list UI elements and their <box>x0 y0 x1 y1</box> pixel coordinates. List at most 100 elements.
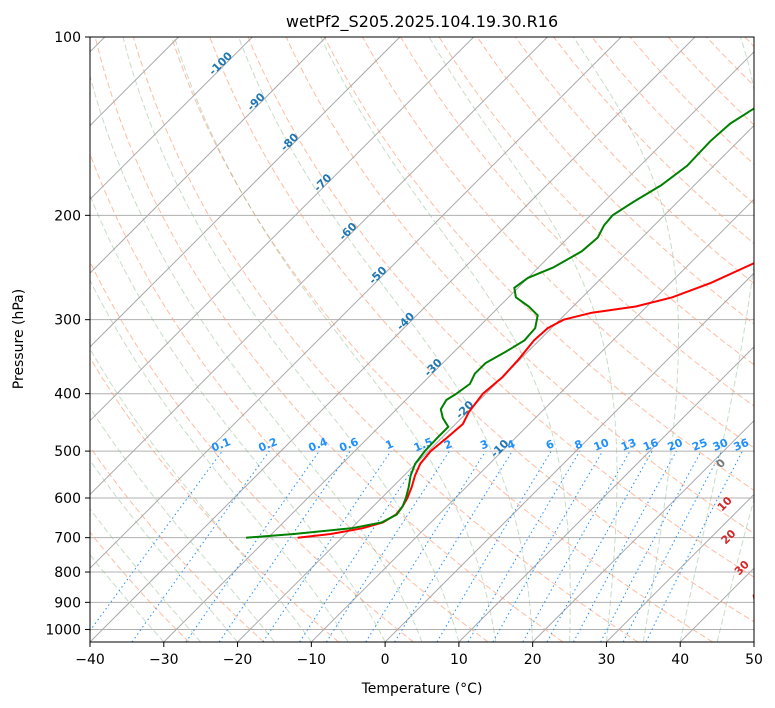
y-axis-ticks: 1000 900 800 700 600 500 400 300 200 100 <box>45 30 90 638</box>
theta-label: 20 <box>719 527 739 547</box>
y-tick-label: 500 <box>54 444 81 460</box>
dry-adiabat <box>706 37 754 87</box>
isotherm-line <box>90 37 548 496</box>
mixing-ratio-label: 1 <box>384 437 396 452</box>
x-tick-label: −20 <box>223 652 253 668</box>
mixing-ratio-line <box>131 450 270 642</box>
isotherm-label: -60 <box>336 220 359 243</box>
mixing-ratio-line <box>522 450 631 642</box>
isotherm-line <box>237 124 754 642</box>
isotherm-line <box>90 37 327 274</box>
mixing-ratio-label: 16 <box>641 436 660 454</box>
mixing-ratio-label: 20 <box>666 436 685 454</box>
isotherm-line <box>384 272 754 642</box>
isotherm-line <box>163 51 754 642</box>
mixing-ratio-line <box>185 450 320 642</box>
dry-adiabat <box>247 37 754 578</box>
x-tick-label: 30 <box>598 652 616 668</box>
isotherm-line <box>90 37 475 422</box>
mixing-ratio-line <box>299 450 426 642</box>
theta-label: 30 <box>732 558 752 578</box>
mixing-ratio-label: 0.4 <box>307 435 330 454</box>
mixing-ratio-label: 0.2 <box>256 435 279 454</box>
isotherm-line <box>532 419 754 642</box>
mixing-ratio-line <box>436 450 552 642</box>
moist-adiabat <box>90 347 312 642</box>
dry-adiabat <box>323 37 754 491</box>
theta-labels: 0 10 20 30 40 <box>714 456 769 605</box>
y-tick-label: 800 <box>54 565 81 581</box>
isotherm-line <box>90 37 401 348</box>
dry-adiabat <box>629 37 754 165</box>
dry-adiabat <box>553 37 754 245</box>
x-tick-label: −10 <box>297 652 327 668</box>
x-axis-ticks: −40 −30 −20 −10 0 10 20 30 40 50 <box>75 642 763 668</box>
theta-label: 40 <box>749 585 769 605</box>
isotherm-line <box>90 37 253 201</box>
isotherms <box>90 37 754 642</box>
dry-adiabat <box>285 37 754 534</box>
x-tick-label: 50 <box>745 652 763 668</box>
mixing-ratio-line <box>365 450 487 642</box>
dry-adiabat <box>90 531 190 642</box>
isotherm-line <box>90 37 696 642</box>
dry-adiabat <box>132 37 639 642</box>
isotherm-line <box>606 493 754 642</box>
mixing-ratio-label: 10 <box>592 436 611 454</box>
dry-adiabat <box>591 37 754 205</box>
mixing-ratio-line <box>546 450 653 642</box>
y-tick-label: 400 <box>54 387 81 403</box>
mixing-ratio-label: 2 <box>442 437 454 452</box>
isotherm-label: -90 <box>245 90 268 113</box>
dry-adiabat <box>438 37 754 366</box>
dry-adiabat <box>515 37 754 285</box>
dry-adiabat <box>94 37 564 642</box>
dry-adiabat <box>400 37 754 407</box>
y-tick-label: 200 <box>54 208 81 224</box>
isotherm-label: -30 <box>422 356 445 379</box>
isotherm-labels: -100-90-80-70-60-50-40-30-20-10 <box>206 49 511 460</box>
mixing-ratio-lines <box>90 450 743 642</box>
moist-adiabat <box>428 37 618 642</box>
moist-adiabat <box>90 74 423 642</box>
moist-adiabats <box>90 37 754 642</box>
moist-adiabat <box>572 37 679 642</box>
y-tick-label: 700 <box>54 531 81 547</box>
mixing-ratio-line <box>394 450 513 642</box>
x-axis-label: Temperature (°C) <box>361 681 483 697</box>
dry-adiabats <box>90 37 754 642</box>
mixing-ratio-label: 8 <box>573 437 585 452</box>
x-tick-label: −30 <box>149 652 179 668</box>
mixing-ratio-label: 13 <box>619 436 638 454</box>
dry-adiabat <box>90 356 339 642</box>
mixing-ratio-label: 0.1 <box>210 435 233 454</box>
mixing-ratio-line <box>325 450 450 642</box>
dry-adiabat <box>90 260 414 642</box>
y-tick-label: 900 <box>54 595 81 611</box>
moist-adiabat <box>90 194 386 642</box>
mixing-ratio-line <box>467 450 581 642</box>
dry-adiabat <box>171 37 713 642</box>
dry-adiabat <box>744 37 754 48</box>
series-lines <box>245 107 754 539</box>
moist-adiabat <box>679 37 754 642</box>
theta-label: 10 <box>715 494 735 514</box>
moist-adiabat <box>90 459 238 642</box>
mixing-ratio-label: 36 <box>732 436 751 454</box>
plot-area: -100-90-80-70-60-50-40-30-20-10 0.1 0.2 0.… <box>90 37 769 642</box>
mixing-ratio-label: 0.6 <box>337 435 360 454</box>
isotherm-label: -40 <box>394 310 417 333</box>
isotherm-line <box>753 641 754 642</box>
moist-adiabat <box>90 554 165 642</box>
mixing-ratio-line <box>573 450 677 642</box>
dewpoint-line <box>245 107 754 539</box>
moist-adiabat <box>238 37 534 642</box>
mixing-ratio-label: 3 <box>478 437 490 452</box>
pressure-gridlines <box>90 37 754 630</box>
mixing-ratio-line <box>492 450 604 642</box>
mixing-ratio-labels: 0.1 0.2 0.4 0.6 1 1.5 2 3 4 6 8 10 13 16 20 25 30 36 <box>210 435 751 454</box>
isotherm-line <box>458 346 754 642</box>
x-tick-label: 20 <box>524 652 542 668</box>
chart-title: wetPf2_S205.2025.104.19.30.R16 <box>286 12 558 32</box>
